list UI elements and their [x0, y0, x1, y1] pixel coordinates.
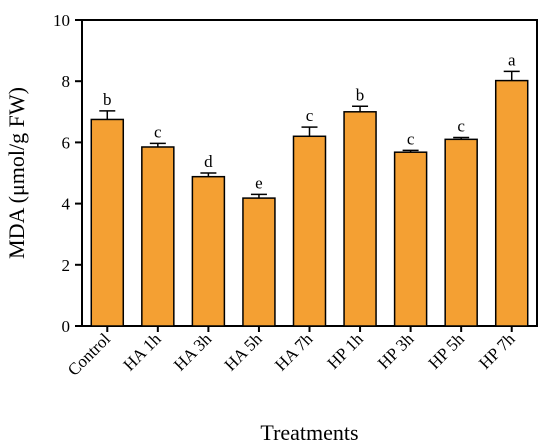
x-tick-label: HA 1h	[119, 329, 165, 375]
x-tick-label: HA 5h	[221, 329, 267, 375]
significance-label: b	[356, 85, 365, 104]
significance-label: d	[204, 152, 213, 171]
y-tick-label: 10	[53, 11, 70, 30]
x-tick-label: Control	[64, 329, 114, 379]
x-tick-label: HA 7h	[271, 329, 317, 375]
bar	[191, 175, 226, 327]
significance-label: c	[457, 117, 465, 136]
bar	[90, 118, 125, 327]
x-tick-label: HA 3h	[170, 329, 216, 375]
bar	[393, 151, 428, 327]
y-tick-label: 8	[62, 72, 71, 91]
plot-area: 0 2 4 6 8 10 b Control c HA 1h d HA 3h e HA 5h c HA 7h b…	[53, 11, 538, 380]
y-tick-label: 2	[62, 256, 71, 275]
bar	[444, 138, 478, 327]
y-tick-label: 4	[62, 195, 71, 214]
x-tick-label: HP 5h	[425, 329, 469, 373]
significance-label: c	[154, 122, 162, 141]
x-tick-label: HP 3h	[374, 329, 418, 373]
x-tick-label: HP 7h	[475, 329, 519, 373]
significance-label: e	[255, 173, 263, 192]
significance-label: b	[103, 90, 112, 109]
x-tick-label: HP 1h	[323, 329, 367, 373]
y-tick-label: 0	[62, 317, 71, 336]
x-axis-title: Treatments	[260, 420, 358, 445]
bar	[141, 146, 175, 327]
significance-label: a	[508, 50, 516, 69]
bar	[494, 79, 529, 327]
significance-label: c	[407, 129, 415, 148]
y-tick-label: 6	[62, 133, 71, 152]
significance-label: c	[306, 106, 314, 125]
bar	[292, 135, 327, 327]
y-axis-title: MDA (μmol/g FW)	[4, 87, 29, 259]
bar	[242, 197, 276, 327]
bar	[343, 111, 377, 327]
